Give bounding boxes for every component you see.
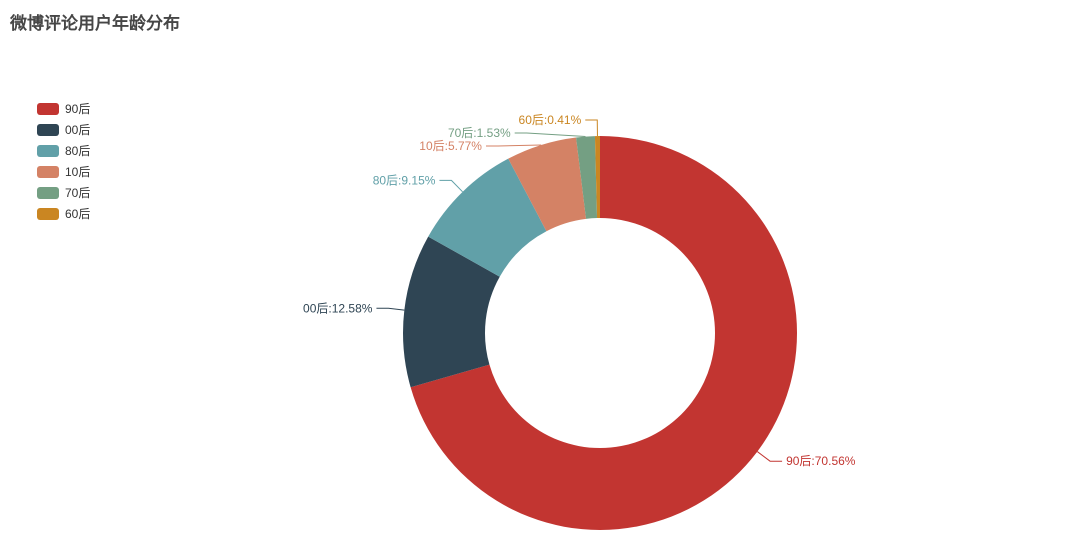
legend-item-60后[interactable]: 60后: [37, 208, 90, 220]
pie-slice-00后[interactable]: [403, 236, 500, 388]
pie-slice-70后[interactable]: [576, 136, 598, 219]
slice-label-60后: 60后:0.41%: [519, 113, 582, 127]
label-line-00后: [376, 307, 405, 311]
label-line-60后: [585, 119, 598, 137]
slice-label-10后: 10后:5.77%: [419, 139, 482, 153]
label-line-70后: [514, 132, 586, 138]
legend-item-70后[interactable]: 70后: [37, 187, 90, 199]
legend-swatch: [37, 103, 59, 115]
slice-label-80后: 80后:9.15%: [373, 173, 436, 187]
legend-label: 00后: [65, 123, 91, 137]
legend-swatch: [37, 208, 59, 220]
legend-swatch: [37, 187, 59, 199]
label-line-80后: [439, 179, 463, 193]
legend-item-00后[interactable]: 00后: [37, 124, 90, 136]
legend-label: 60后: [65, 207, 91, 221]
legend-item-10后[interactable]: 10后: [37, 166, 90, 178]
legend: 90后 00后 80后 10后 70后 60后: [37, 103, 90, 220]
legend-swatch: [37, 145, 59, 157]
label-line-90后: [757, 451, 783, 462]
legend-label: 70后: [65, 186, 91, 200]
legend-item-90后[interactable]: 90后: [37, 103, 90, 115]
pie-slice-90后[interactable]: [410, 136, 798, 530]
legend-swatch: [37, 124, 59, 136]
legend-label: 90后: [65, 102, 91, 116]
pie-slice-10后[interactable]: [508, 137, 587, 232]
legend-item-80后[interactable]: 80后: [37, 145, 90, 157]
slice-label-90后: 90后:70.56%: [786, 454, 856, 468]
legend-swatch: [37, 166, 59, 178]
slice-label-00后: 00后:12.58%: [303, 301, 373, 315]
pie-slice-60后[interactable]: [594, 136, 600, 219]
pie-slice-80后[interactable]: [428, 158, 547, 277]
legend-label: 10后: [65, 165, 91, 179]
label-line-10后: [485, 144, 542, 147]
slice-label-70后: 70后:1.53%: [448, 126, 511, 140]
legend-label: 80后: [65, 144, 91, 158]
chart-title: 微博评论用户年龄分布: [10, 14, 180, 33]
